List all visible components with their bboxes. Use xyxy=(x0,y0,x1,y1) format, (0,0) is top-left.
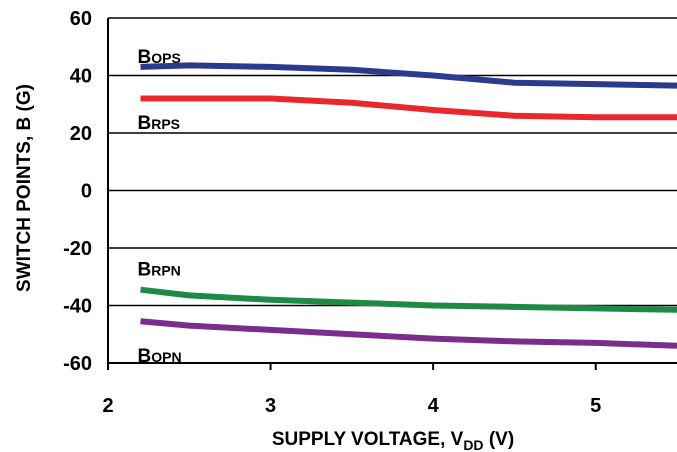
series-lines xyxy=(140,62,677,349)
x-tick-label-0: 2 xyxy=(102,395,113,417)
y-axis-title: SWITCH POINTS, B (G) xyxy=(14,84,35,292)
x-tick-label-1: 3 xyxy=(265,395,276,417)
x-axis-title-subscript: DD xyxy=(463,437,483,452)
plot-frame xyxy=(107,18,677,370)
x-axis-title-main: SUPPLY VOLTAGE, V xyxy=(272,429,464,450)
series-line-bops xyxy=(140,62,677,89)
x-tick-label-3: 5 xyxy=(590,395,601,417)
y-tick-label-2: 20 xyxy=(70,123,92,145)
series-line-brps xyxy=(140,95,677,121)
y-tick-label-1: 40 xyxy=(70,66,92,88)
series-label-bops: BOPS xyxy=(138,47,181,68)
series-line-bopn xyxy=(140,318,677,349)
y-tick-label-0: 60 xyxy=(70,8,92,30)
series-line-brpn xyxy=(140,286,677,313)
y-tick-label-4: -20 xyxy=(63,238,92,260)
series-label-bopn: BOPN xyxy=(138,346,182,367)
y-tick-label-6: -60 xyxy=(63,353,92,375)
x-tick-labels: 2 3 4 5 xyxy=(102,395,601,417)
x-axis-title-unit: (V) xyxy=(484,429,515,450)
x-tick-label-2: 4 xyxy=(428,395,440,417)
series-label-brpn: BRPN xyxy=(138,260,181,281)
y-tick-label-5: -40 xyxy=(63,296,92,318)
x-axis-title: SUPPLY VOLTAGE, VDD (V) xyxy=(272,429,514,452)
y-tick-label-3: 0 xyxy=(81,181,92,203)
series-labels: BOPS BRPS BRPN BOPN xyxy=(138,47,182,367)
series-label-brps: BRPS xyxy=(138,113,181,134)
y-tick-labels: 60 40 20 0 -20 -40 -60 xyxy=(63,8,92,375)
